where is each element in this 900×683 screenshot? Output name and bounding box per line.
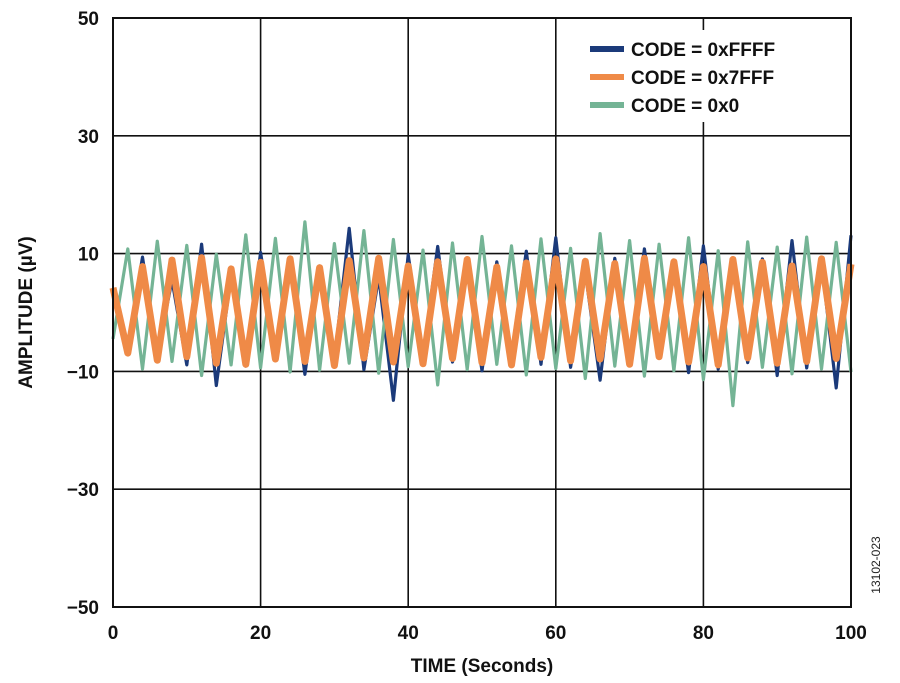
plot-frame bbox=[112, 17, 852, 608]
y-tick-label: 50 bbox=[78, 9, 99, 30]
y-tick-label: −30 bbox=[67, 480, 99, 501]
legend: CODE = 0xFFFF CODE = 0x7FFF CODE = 0x0 bbox=[580, 30, 830, 122]
x-tick-label: 0 bbox=[108, 623, 119, 644]
y-tick-label: 10 bbox=[78, 245, 99, 266]
legend-label: CODE = 0x7FFF bbox=[631, 68, 774, 89]
y-tick-label: −50 bbox=[67, 598, 99, 619]
series-line-2 bbox=[109, 254, 855, 369]
y-axis-ticks: 50 30 10 −10 −30 −50 bbox=[67, 9, 99, 619]
x-axis-label: TIME (Seconds) bbox=[411, 656, 554, 677]
legend-label: CODE = 0xFFFF bbox=[631, 40, 775, 61]
x-tick-label: 60 bbox=[545, 623, 566, 644]
x-tick-label: 40 bbox=[398, 623, 419, 644]
x-tick-label: 80 bbox=[693, 623, 714, 644]
series-layer bbox=[109, 220, 855, 408]
x-tick-label: 100 bbox=[835, 623, 867, 644]
figure-id: 13102-023 bbox=[869, 536, 883, 594]
y-axis-label: AMPLITUDE (µV) bbox=[16, 236, 37, 388]
y-tick-label: −10 bbox=[67, 362, 99, 383]
x-tick-label: 20 bbox=[250, 623, 271, 644]
y-tick-label: 30 bbox=[78, 127, 99, 148]
legend-label: CODE = 0x0 bbox=[631, 96, 739, 117]
x-axis-ticks: 0 20 40 60 80 100 bbox=[108, 623, 867, 644]
